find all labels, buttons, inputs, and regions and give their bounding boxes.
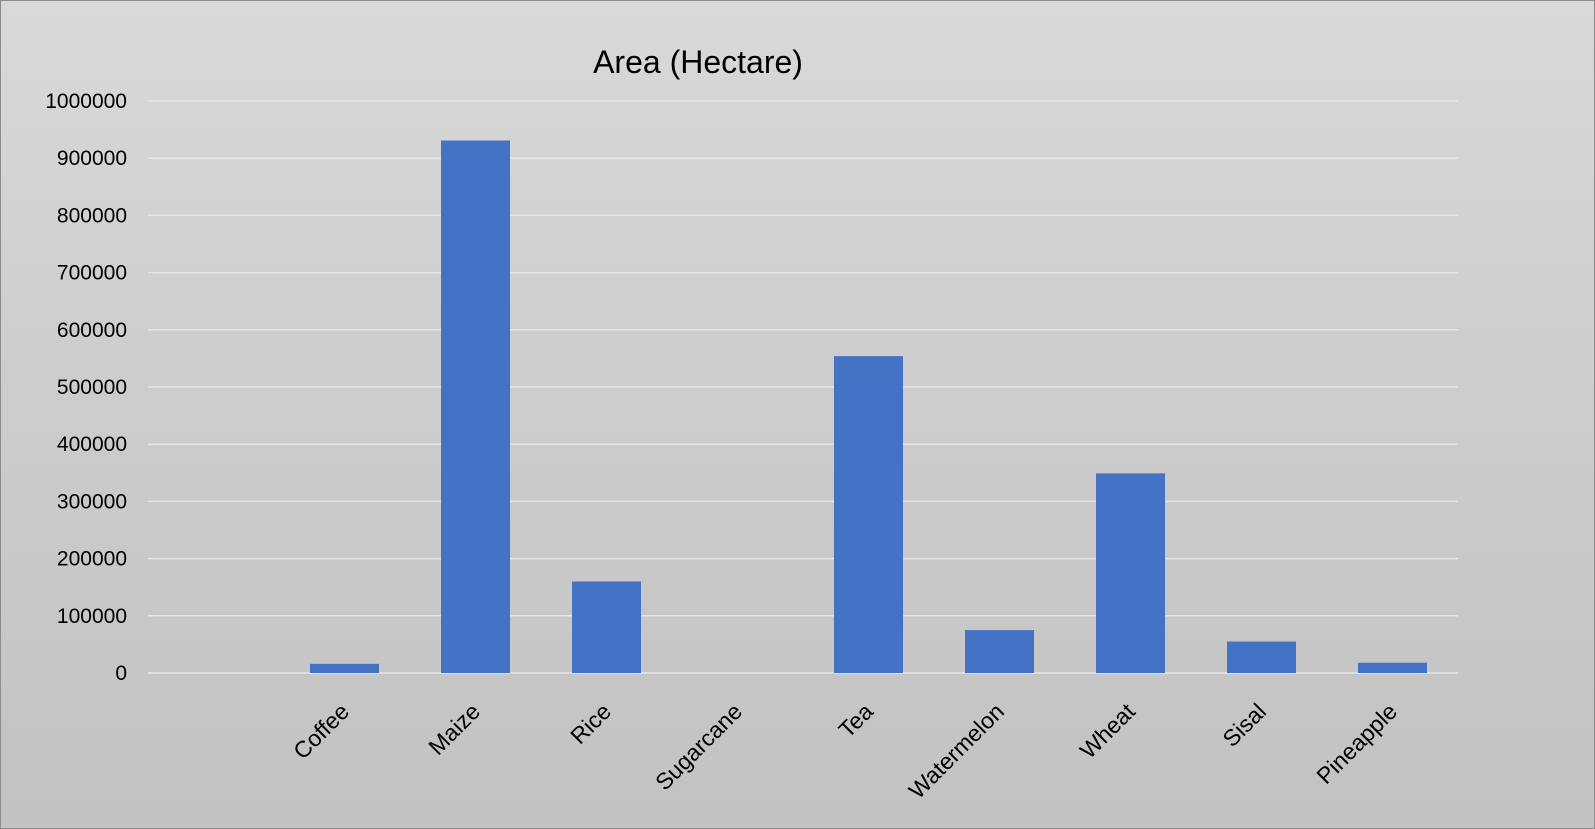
bar	[1227, 641, 1296, 673]
y-tick-label: 1000000	[45, 90, 127, 113]
bar	[1096, 473, 1165, 673]
x-category-label: Sisal	[1217, 698, 1271, 752]
chart-title: Area (Hectare)	[593, 44, 803, 80]
y-tick-label: 400000	[57, 433, 127, 456]
bar	[1358, 662, 1427, 673]
gridlines	[148, 100, 1458, 674]
x-category-label: Rice	[565, 698, 616, 749]
y-tick-label: 800000	[57, 204, 127, 227]
y-tick-label: 500000	[57, 376, 127, 399]
x-category-label: Maize	[423, 698, 485, 760]
x-category-label: Tea	[833, 698, 878, 743]
y-tick-label: 600000	[57, 319, 127, 342]
y-tick-label: 700000	[57, 262, 127, 285]
y-tick-label: 900000	[57, 147, 127, 170]
bar	[965, 630, 1034, 673]
x-axis-category-labels: Coffee Maize Rice Sugarcane Tea Watermelon Whe…	[288, 698, 1402, 804]
y-tick-label: 0	[115, 662, 127, 685]
x-category-label: Wheat	[1075, 698, 1141, 764]
y-axis-tick-labels: 0 100000 200000 300000 400000 500000 600000 700…	[45, 90, 127, 685]
bar	[572, 581, 641, 673]
x-category-label: Pineapple	[1311, 698, 1402, 789]
bar	[834, 356, 903, 673]
x-category-label: Sugarcane	[650, 698, 747, 795]
x-category-label: Coffee	[288, 698, 354, 764]
y-tick-label: 100000	[57, 605, 127, 628]
bars	[310, 140, 1427, 673]
bar	[441, 140, 510, 673]
bar	[310, 663, 379, 673]
y-tick-label: 200000	[57, 548, 127, 571]
x-category-label: Watermelon	[904, 698, 1009, 803]
y-tick-label: 300000	[57, 490, 127, 513]
